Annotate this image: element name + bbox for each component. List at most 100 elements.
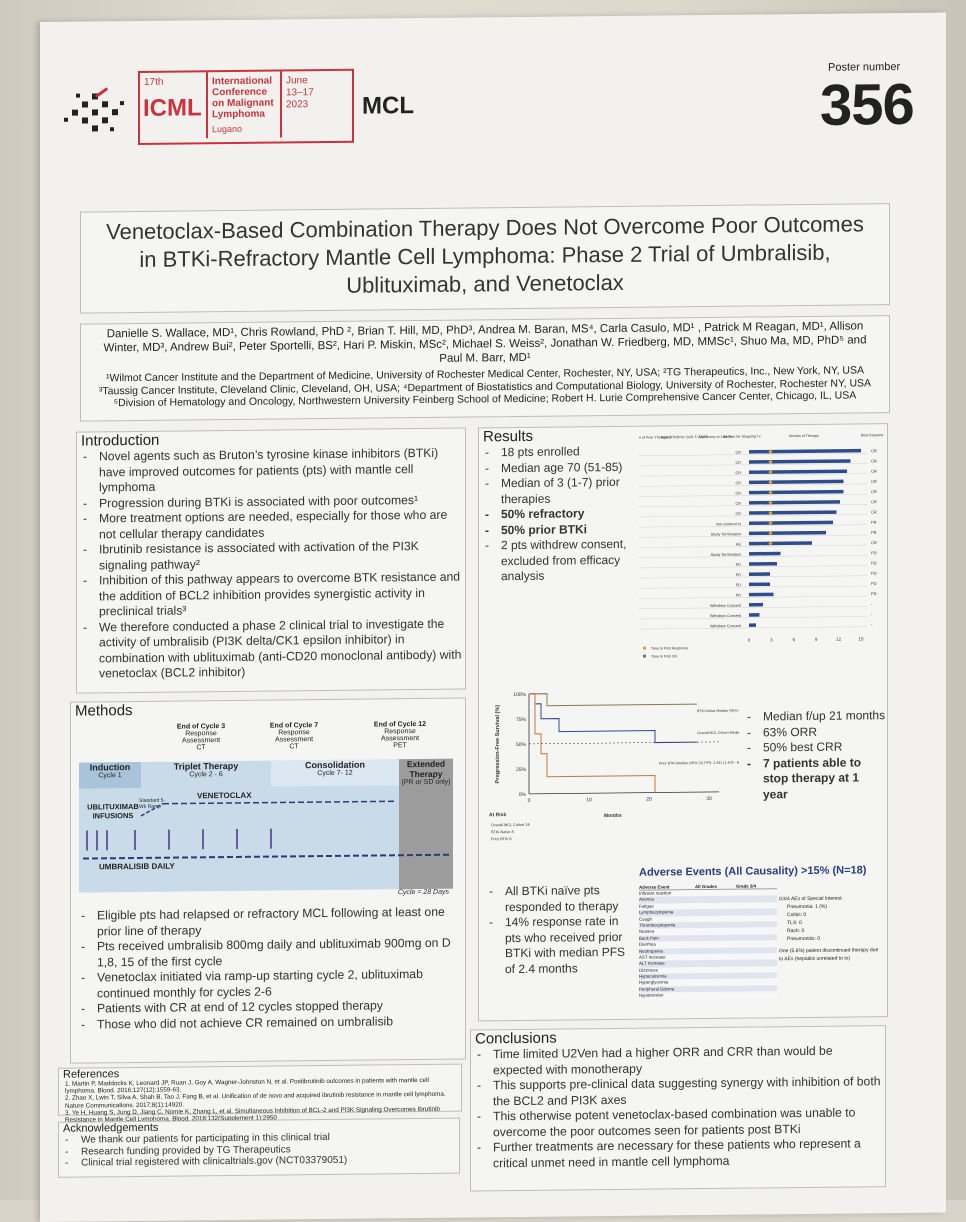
acknowledgements-list: We thank our patients for participating … bbox=[59, 1131, 459, 1170]
list-item: 50% best CRR bbox=[741, 739, 887, 756]
list-item: This supports pre-clinical data suggesti… bbox=[471, 1074, 885, 1109]
swimmer-bar bbox=[749, 541, 812, 546]
swimmer-row-line bbox=[639, 493, 867, 497]
swimmer-header: Months of Therapy bbox=[789, 434, 819, 438]
swimmer-response: - bbox=[871, 601, 873, 606]
icml-name: ICML bbox=[143, 94, 202, 122]
ae-event-name: ALT Increase bbox=[639, 960, 665, 967]
introduction-section: Introduction Novel agents such as Bruton… bbox=[76, 427, 466, 694]
ae-event-name: Back Pain bbox=[639, 935, 659, 941]
swimmer-header: Best Response bbox=[861, 433, 883, 437]
km-median-line bbox=[529, 741, 719, 745]
swimmer-reason: PD bbox=[736, 593, 742, 597]
swimmer-response: PR bbox=[871, 520, 877, 525]
swimmer-bar bbox=[749, 448, 861, 454]
swimmer-row-line bbox=[639, 606, 867, 609]
icml-edition: 17th bbox=[144, 76, 164, 88]
swimmer-response: - bbox=[871, 611, 873, 616]
km-label-prior-btki: Prior BTKi Median (95% CI) PFS: 2.431 (1… bbox=[659, 761, 739, 766]
swimmer-response: PR bbox=[871, 530, 877, 535]
methods-heading: Methods bbox=[75, 702, 133, 720]
cycle-note: Cycle = 28 Days bbox=[397, 888, 449, 897]
response-diamond bbox=[768, 469, 773, 475]
ae-event-name: Hypocalcemia bbox=[639, 973, 667, 979]
list-item: 50% prior BTKi bbox=[479, 521, 639, 538]
swimmer-row-line bbox=[639, 504, 867, 507]
list-item: 63% ORR bbox=[741, 724, 887, 741]
km-x-tick: 0 bbox=[528, 798, 531, 804]
list-item: 18 pts enrolled bbox=[479, 444, 639, 461]
conclusions-list: Time limited U2Ven had a higher ORR and … bbox=[471, 1043, 885, 1171]
swimmer-row-line bbox=[639, 544, 867, 548]
swimmer-header: Refractory to Last Tx bbox=[699, 435, 732, 439]
response-diamond bbox=[768, 531, 773, 536]
swimmer-row-line bbox=[639, 463, 867, 467]
swimmer-x-tick: 6 bbox=[793, 637, 796, 642]
conference-location: Lugano bbox=[212, 123, 243, 135]
swimmer-x-tick: 9 bbox=[815, 637, 818, 642]
km-y-label: Progression-Free Survival (%) bbox=[495, 705, 501, 784]
swimmer-bar bbox=[749, 500, 840, 505]
swimmer-response: CR bbox=[871, 448, 877, 453]
km-x-tick: 20 bbox=[646, 797, 652, 803]
swimmer-bar bbox=[749, 561, 777, 566]
swimmer-reason: CR bbox=[736, 451, 742, 455]
authors-box: Danielle S. Wallace, MD¹, Chris Rowland,… bbox=[80, 315, 890, 422]
ae-event-name: Dizziness bbox=[639, 967, 658, 973]
title-box: Venetoclax-Based Combination Therapy Doe… bbox=[80, 203, 890, 314]
acknowledgements-section: Acknowledgements We thank our patients f… bbox=[58, 1117, 460, 1178]
km-curve-chart: 100% 75% 50% 25% 0%0 10 20 30 Progression-Free S… bbox=[489, 692, 739, 841]
list-item: 14% response rate in pts who received pr… bbox=[483, 914, 633, 978]
swimmer-bar bbox=[749, 592, 774, 597]
list-item: Pneumonitis: 0 bbox=[787, 935, 821, 943]
swimmer-x-tick: 3 bbox=[770, 637, 773, 642]
methods-section: Methods End of Cycle 3 Response Assessmen… bbox=[70, 697, 466, 1064]
km-overall-curve bbox=[529, 693, 697, 744]
ae-bullets: All BTKi naïve pts responded to therapy … bbox=[483, 883, 633, 978]
response-diamond bbox=[768, 520, 773, 526]
schema-arrows bbox=[83, 800, 451, 860]
response-diamond bbox=[768, 480, 773, 485]
km-y-tick: 100% bbox=[513, 692, 526, 698]
conference-dates: June 13–17 2023 bbox=[286, 75, 314, 111]
swimmer-row-line bbox=[639, 453, 867, 456]
list-item: Inhibition of this pathway appears to ov… bbox=[77, 570, 465, 621]
swimmer-reason: Withdrew Consent bbox=[710, 604, 742, 608]
list-item: Pts received umbralisib 800mg daily and … bbox=[75, 936, 455, 971]
swimmer-reason: non-protocol tx bbox=[716, 522, 741, 526]
swimmer-row-line bbox=[639, 616, 867, 620]
km-label-btki-naive: BTKi-Naïve Median (95% CI) PFS: NR (23.2… bbox=[697, 708, 739, 713]
swimmer-response: CR bbox=[871, 509, 877, 514]
list-item: 50% refractory bbox=[479, 506, 639, 523]
conference-name: International Conference on Malignant Ly… bbox=[212, 75, 274, 121]
swimmer-header: Reason for Stopping Tx bbox=[723, 434, 761, 438]
response-diamond bbox=[768, 541, 773, 546]
km-at-risk-label: At Risk bbox=[489, 812, 506, 818]
ae-col-header: All Grades bbox=[695, 883, 717, 890]
km-prior-btki-curve bbox=[529, 693, 656, 793]
ae-event-name: Hypotension bbox=[639, 992, 664, 998]
ae-side-note: One (5.6%) patient discontinued therapy … bbox=[779, 947, 879, 963]
poster-title: Venetoclax-Based Combination Therapy Doe… bbox=[106, 211, 864, 298]
swimmer-row-line bbox=[639, 483, 867, 487]
results-section: Results 18 pts enrolled Median age 70 (5… bbox=[478, 423, 888, 1022]
swimmer-bar bbox=[749, 459, 851, 464]
swimmer-response: CR bbox=[871, 499, 877, 504]
swimmer-response: CR bbox=[871, 458, 877, 463]
list-item: This otherwise potent venetoclax-based c… bbox=[471, 1105, 885, 1140]
swimmer-row-line bbox=[639, 473, 867, 477]
list-item: 7 patients able to stop therapy at 1 yea… bbox=[741, 755, 887, 803]
swimmer-response: PD bbox=[871, 581, 877, 586]
introduction-list: Novel agents such as Bruton’s tyrosine k… bbox=[77, 446, 465, 683]
icml-logo-graphic bbox=[64, 87, 124, 132]
ae-title: Adverse Events (All Causality) >15% (N=1… bbox=[639, 864, 867, 879]
swimmer-reason: CR bbox=[736, 481, 742, 485]
swimmer-response: PD bbox=[871, 560, 877, 565]
table-row: Hypotension bbox=[639, 991, 777, 1000]
swimmer-row-line bbox=[639, 595, 867, 599]
legend-first-response-icon bbox=[643, 646, 646, 650]
affiliations: ¹Wilmot Cancer Institute and the Departm… bbox=[98, 364, 872, 410]
legend-first-cr: Time to First CR bbox=[651, 654, 677, 658]
swimmer-reason: CR bbox=[736, 461, 742, 465]
swimmer-reason: PD bbox=[736, 583, 742, 587]
